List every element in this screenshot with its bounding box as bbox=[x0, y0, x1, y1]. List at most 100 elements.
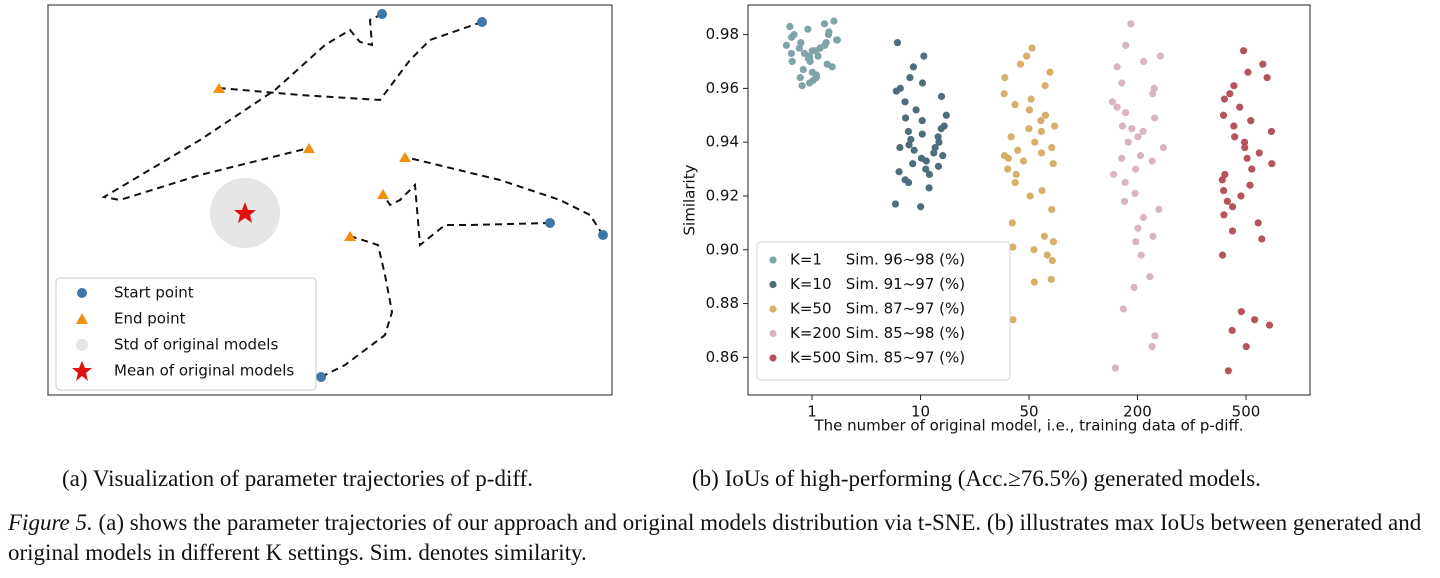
point bbox=[1243, 154, 1251, 162]
point bbox=[1041, 111, 1050, 119]
point bbox=[931, 143, 939, 152]
point bbox=[1242, 342, 1250, 351]
point bbox=[1118, 122, 1127, 130]
legend-marker bbox=[769, 280, 777, 289]
point bbox=[1258, 235, 1266, 243]
point bbox=[1148, 342, 1156, 351]
point bbox=[1046, 68, 1054, 76]
point bbox=[1009, 243, 1017, 251]
point bbox=[922, 165, 930, 173]
trajectories bbox=[101, 13, 604, 378]
point bbox=[820, 20, 829, 28]
point bbox=[1255, 149, 1263, 157]
point bbox=[1148, 157, 1156, 165]
legend-marker bbox=[769, 329, 777, 338]
figure-label: Figure 5. bbox=[8, 510, 93, 535]
point bbox=[1050, 122, 1059, 130]
point bbox=[895, 168, 903, 176]
mean-star bbox=[234, 202, 256, 223]
x-tick-label: 500 bbox=[1232, 403, 1261, 421]
point bbox=[1048, 256, 1056, 265]
legend-marker bbox=[769, 305, 777, 313]
point bbox=[1132, 238, 1140, 246]
point bbox=[1136, 152, 1145, 160]
x-axis-title: The number of original model, i.e., trai… bbox=[813, 417, 1243, 435]
point bbox=[922, 157, 930, 165]
point bbox=[1037, 149, 1046, 157]
point bbox=[1128, 125, 1136, 133]
figure-caption: Figure 5. (a) shows the parameter trajec… bbox=[8, 508, 1438, 568]
y-tick-label: 0.86 bbox=[706, 348, 739, 366]
y-axis-title: Similarity bbox=[681, 164, 699, 235]
legend-label: K=1 Sim. 96~98 (%) bbox=[790, 251, 965, 269]
legend-label: Start point bbox=[114, 284, 194, 302]
point bbox=[1119, 305, 1127, 313]
point bbox=[1121, 108, 1130, 117]
start-points bbox=[316, 9, 608, 382]
point bbox=[812, 47, 820, 55]
point bbox=[1230, 122, 1238, 130]
legend-label: Std of original models bbox=[114, 336, 278, 354]
legend-box bbox=[756, 241, 1011, 381]
legend-marker bbox=[769, 354, 777, 362]
point bbox=[1239, 47, 1248, 55]
point bbox=[1030, 246, 1038, 254]
point bbox=[782, 41, 791, 49]
point bbox=[910, 146, 918, 154]
point bbox=[1007, 133, 1015, 141]
point bbox=[904, 127, 913, 136]
point bbox=[925, 184, 933, 192]
point bbox=[1237, 308, 1245, 316]
point bbox=[1008, 219, 1016, 227]
point bbox=[1139, 213, 1148, 222]
point bbox=[893, 39, 902, 47]
legend-marker bbox=[77, 288, 87, 298]
point bbox=[1012, 170, 1020, 179]
point bbox=[1043, 251, 1051, 259]
legend-marker bbox=[769, 256, 777, 264]
point bbox=[833, 36, 841, 44]
point bbox=[1230, 82, 1238, 90]
legend-label: K=200 Sim. 85~98 (%) bbox=[790, 324, 965, 342]
point bbox=[1025, 106, 1034, 114]
point bbox=[1149, 232, 1157, 240]
point bbox=[1041, 82, 1049, 90]
figure: Start point End point Std of original mo… bbox=[47, 4, 1311, 435]
point bbox=[1118, 79, 1126, 87]
point bbox=[937, 92, 946, 101]
point bbox=[1014, 146, 1022, 154]
point bbox=[1110, 170, 1118, 179]
point bbox=[918, 79, 927, 87]
point bbox=[1159, 143, 1167, 152]
point bbox=[804, 55, 813, 63]
legend-marker bbox=[76, 313, 88, 324]
caption-text: (a) shows the parameter trajectories of … bbox=[8, 510, 1422, 565]
point bbox=[1113, 103, 1121, 111]
legend-label: K=500 Sim. 85~97 (%) bbox=[790, 349, 965, 367]
point bbox=[1228, 326, 1236, 335]
point bbox=[1038, 186, 1046, 195]
point bbox=[901, 98, 909, 106]
point bbox=[896, 143, 904, 152]
point bbox=[1236, 103, 1244, 111]
point bbox=[1259, 60, 1267, 68]
point bbox=[1025, 125, 1033, 133]
point bbox=[1108, 98, 1117, 106]
point bbox=[1011, 100, 1019, 109]
point bbox=[828, 63, 836, 71]
point bbox=[1146, 273, 1154, 281]
point bbox=[830, 17, 838, 25]
x-tick-label: 10 bbox=[911, 403, 930, 421]
point bbox=[1244, 68, 1252, 76]
legend-label: Mean of original models bbox=[114, 362, 294, 380]
point bbox=[1149, 90, 1157, 98]
point bbox=[1134, 133, 1142, 141]
point bbox=[1023, 52, 1031, 60]
y-tick-label: 0.92 bbox=[706, 186, 739, 204]
point bbox=[796, 74, 804, 82]
point bbox=[1004, 154, 1012, 162]
point bbox=[1111, 364, 1119, 372]
point bbox=[1048, 143, 1056, 152]
point bbox=[934, 162, 943, 170]
y-tick-label: 0.96 bbox=[706, 79, 739, 97]
